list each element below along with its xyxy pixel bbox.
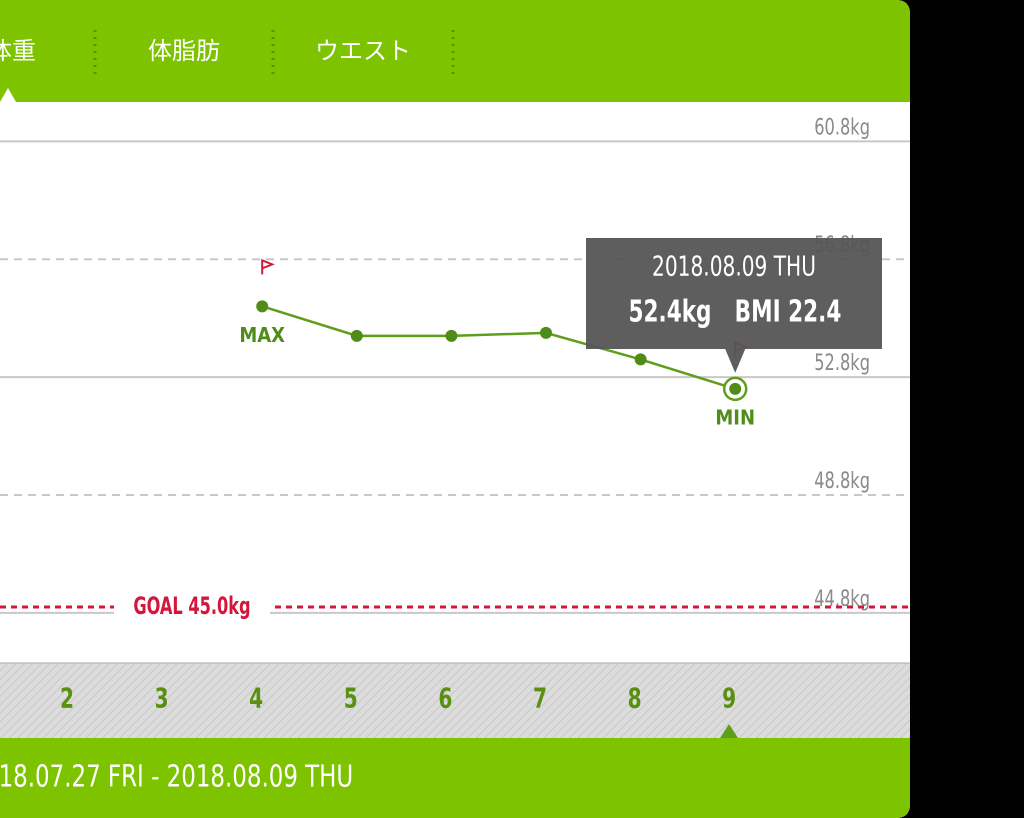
tab[interactable]: 体重 xyxy=(0,37,36,65)
selected-indicator xyxy=(720,724,738,738)
line xyxy=(261,305,736,391)
x-tick-label: 4 xyxy=(249,681,263,714)
point xyxy=(350,329,363,342)
min-label: MIN xyxy=(715,405,755,429)
x-tick-label: 8 xyxy=(628,681,642,714)
x-tick-label: 2 xyxy=(60,681,74,714)
point xyxy=(729,382,742,395)
x-axis-band xyxy=(0,663,910,738)
tab-bar xyxy=(0,0,910,102)
date-range: 2018.07.27 FRI - 2018.08.09 THU xyxy=(0,759,353,795)
tab[interactable]: ウエスト xyxy=(315,37,411,65)
point xyxy=(540,326,552,339)
x-tick-label: 7 xyxy=(533,681,547,714)
x-tick-label: 9 xyxy=(722,681,736,714)
flag xyxy=(261,258,275,275)
x-tick-label: 5 xyxy=(344,681,358,714)
y-tick-label: 48.8kg xyxy=(814,467,870,493)
tooltip xyxy=(586,238,882,373)
goal-label: GOAL 45.0kg xyxy=(133,592,250,620)
footer xyxy=(0,738,910,818)
tooltip-date: 2018.08.09 THU xyxy=(652,249,816,282)
tab[interactable]: 体脂肪 xyxy=(148,37,220,65)
y-tick-label: 60.8kg xyxy=(814,114,870,140)
tab-indicator xyxy=(0,88,16,102)
point xyxy=(445,329,458,342)
max-label: MAX xyxy=(239,323,285,347)
x-tick-label: 3 xyxy=(155,681,169,714)
tooltip-weight: 52.4kg xyxy=(628,295,711,329)
point xyxy=(256,300,269,313)
point xyxy=(634,353,647,366)
y-tick-label: 52.8kg xyxy=(814,349,870,375)
x-tick-label: 6 xyxy=(438,681,452,714)
goal-label-bg xyxy=(114,591,270,621)
tooltip-bmi: BMI 22.4 xyxy=(735,295,842,329)
